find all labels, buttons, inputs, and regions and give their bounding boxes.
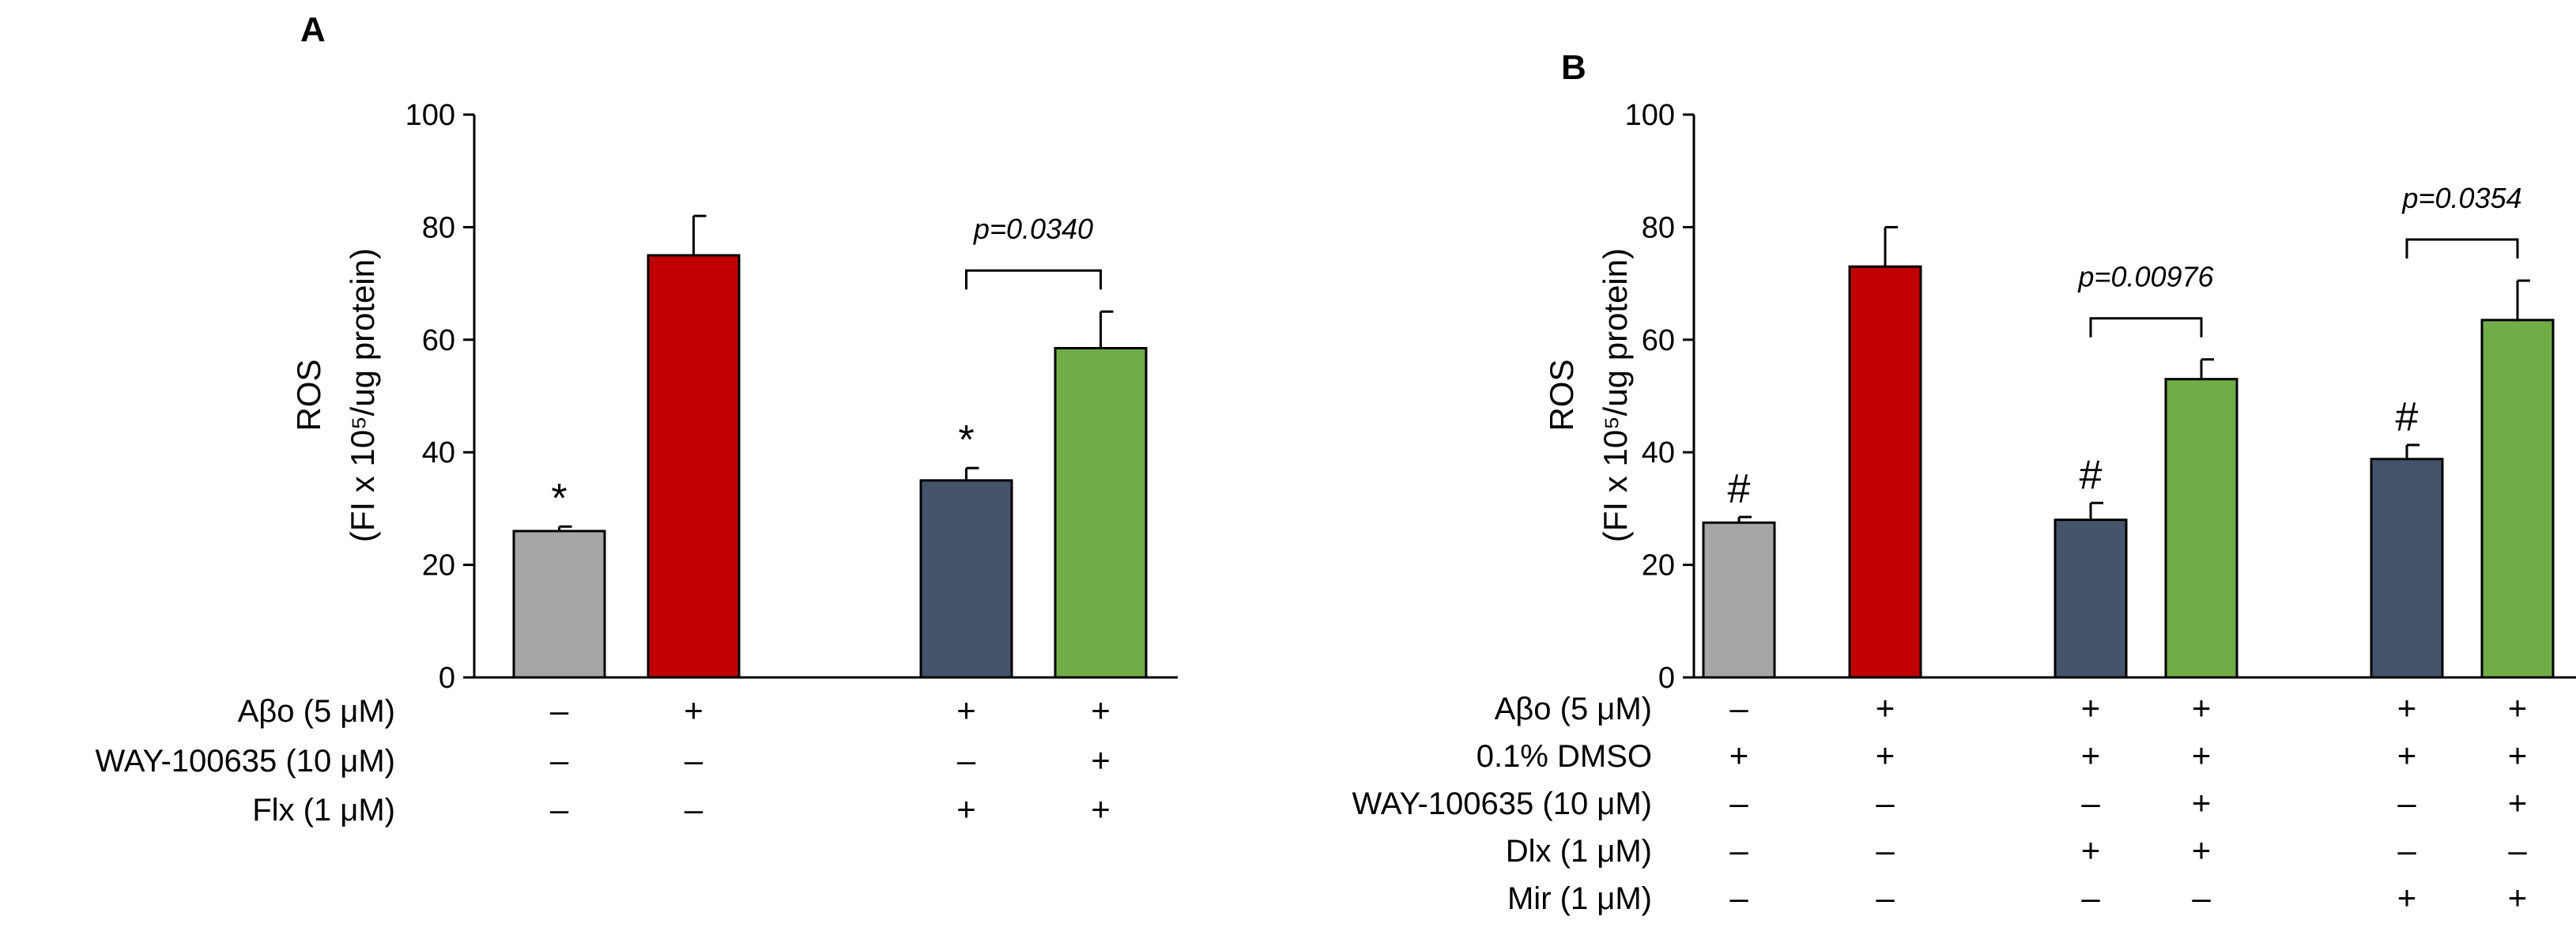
panel-b-y-tick-label: 100: [1625, 99, 1675, 132]
panel-b-condition-sign: –: [2081, 784, 2100, 821]
panel-a-condition-label: Aβo (5 μM): [238, 694, 395, 729]
panel-a-condition-sign: –: [685, 790, 703, 828]
panel-b-condition-sign: –: [2192, 879, 2211, 916]
panel-a-bar: [1054, 346, 1148, 679]
panel-b-chart: B 0 20 40 60 80 100 ROS (FI x 10⁵/ug protein) # #…: [1352, 48, 2576, 916]
panel-a-y-tick-label: 100: [405, 99, 455, 132]
panel-b-condition-sign: +: [1876, 689, 1895, 726]
panel-b-condition-sign: +: [2192, 784, 2212, 821]
panel-b-condition-sign: +: [2508, 689, 2528, 726]
panel-b-comparison-bracket: [2089, 317, 2203, 338]
panel-a-condition-sign: –: [957, 741, 976, 779]
panel-b-bar: [2370, 458, 2444, 679]
panel-a-condition-sign: +: [1091, 741, 1111, 779]
panel-b-bar: [2480, 319, 2555, 679]
panel-b-condition-sign: +: [2192, 832, 2212, 869]
panel-b-condition-label: Dlx (1 μM): [1506, 834, 1652, 869]
panel-b-condition-sign: +: [2397, 879, 2417, 916]
panel-a-comparison-bracket: [965, 269, 1102, 290]
panel-b-condition-sign: –: [2397, 832, 2416, 869]
panel-a-condition-sign: +: [956, 790, 976, 828]
panel-a-condition-sign: –: [550, 790, 569, 828]
panel-b-y-tick-label: 80: [1642, 211, 1675, 244]
panel-b-condition-sign: +: [2192, 737, 2212, 774]
panel-b-bar: [1848, 265, 1922, 679]
panel-b-condition-sign: –: [2397, 784, 2416, 821]
panel-a-condition-sign: –: [550, 741, 569, 779]
panel-b-y-tick-label: 20: [1642, 549, 1675, 583]
panel-b-condition-sign: +: [2397, 689, 2417, 726]
panel-a-condition-sign: +: [956, 692, 976, 729]
panel-a-condition-sign: +: [1091, 790, 1111, 828]
panel-a-y-tick-label: 20: [422, 549, 455, 583]
panel-b-condition-sign: +: [2508, 784, 2528, 821]
panel-b-condition-label: 0.1% DMSO: [1477, 739, 1652, 774]
panel-b-y-axis-label: ROS: [1543, 359, 1580, 431]
panel-b-condition-sign: +: [2081, 832, 2101, 869]
panel-a-significance-marker: *: [958, 417, 974, 463]
panel-b-bar: [2164, 378, 2238, 679]
panel-a-condition-label: Flx (1 μM): [252, 793, 395, 828]
panel-b-condition-sign: –: [2081, 879, 2100, 916]
panel-b-condition-sign: +: [2508, 879, 2528, 916]
panel-b-condition-sign: –: [1729, 784, 1748, 821]
panel-a-bar: [647, 254, 741, 679]
panel-b-y-tick-label: 0: [1658, 662, 1675, 695]
panel-a-condition-label: WAY-100635 (10 μM): [95, 744, 395, 779]
panel-b-condition-label: Mir (1 μM): [1507, 881, 1652, 916]
panel-b-comparison-bracket: [2405, 238, 2519, 259]
panel-b-condition-label: Aβo (5 μM): [1495, 692, 1652, 726]
panel-b-condition-sign: +: [1876, 737, 1895, 774]
panel-b-condition-sign: +: [2192, 689, 2212, 726]
panel-b-condition-sign: –: [1729, 832, 1748, 869]
panel-b-bar: [1702, 521, 1776, 679]
panel-a-condition-sign: +: [684, 692, 703, 729]
panel-b-p-value: p=0.00976: [2077, 261, 2214, 293]
panel-a-condition-sign: +: [1091, 692, 1111, 729]
panel-a-y-tick-label: 40: [422, 436, 455, 470]
panel-b-y-axis-label: (FI x 10⁵/ug protein): [1597, 248, 1634, 542]
panel-b-y-tick-label: 40: [1642, 436, 1675, 470]
panel-b-condition-sign: +: [2081, 689, 2101, 726]
panel-b-condition-sign: –: [1876, 879, 1895, 916]
panel-a-y-tick-label: 0: [439, 662, 455, 695]
panel-b-condition-sign: +: [1729, 737, 1749, 774]
panel-b-significance-marker: #: [2080, 452, 2103, 498]
panel-a-bar: [919, 479, 1013, 679]
panel-a-y-axis-label: ROS: [290, 359, 327, 431]
panel-b-y-tick-label: 60: [1642, 324, 1675, 357]
panel-b-condition-sign: +: [2397, 737, 2417, 774]
panel-b-condition-sign: +: [2081, 737, 2101, 774]
panel-a-significance-marker: *: [551, 476, 567, 522]
panel-a-label: A: [300, 10, 326, 49]
panel-a-y-tick-label: 80: [422, 211, 455, 244]
panel-b-condition-label: WAY-100635 (10 μM): [1352, 786, 1652, 821]
panel-a-chart: A 0 20 40 60 80 100 ROS (FI x 10⁵/ug protein) * *…: [95, 10, 1178, 828]
panel-b-condition-sign: –: [1876, 784, 1895, 821]
panel-a-y-tick-label: 60: [422, 324, 455, 357]
panel-a-condition-sign: –: [550, 692, 569, 729]
panel-a-condition-sign: –: [685, 741, 703, 779]
panel-b-significance-marker: #: [2396, 394, 2419, 440]
panel-b-condition-sign: +: [2508, 737, 2528, 774]
panel-a-bar: [512, 530, 606, 679]
panel-b-condition-sign: –: [1876, 832, 1895, 869]
panel-b-p-value: p=0.0354: [2401, 182, 2521, 214]
panel-b-condition-sign: –: [1729, 879, 1748, 916]
panel-a-p-value: p=0.0340: [973, 213, 1093, 245]
panel-b-label: B: [1561, 48, 1586, 87]
panel-b-condition-sign: –: [2508, 832, 2527, 869]
panel-b-condition-sign: –: [1729, 689, 1748, 726]
panel-b-bar: [2054, 519, 2128, 679]
panel-a-y-axis-label: (FI x 10⁵/ug protein): [344, 248, 381, 542]
panel-b-significance-marker: #: [1728, 466, 1751, 512]
